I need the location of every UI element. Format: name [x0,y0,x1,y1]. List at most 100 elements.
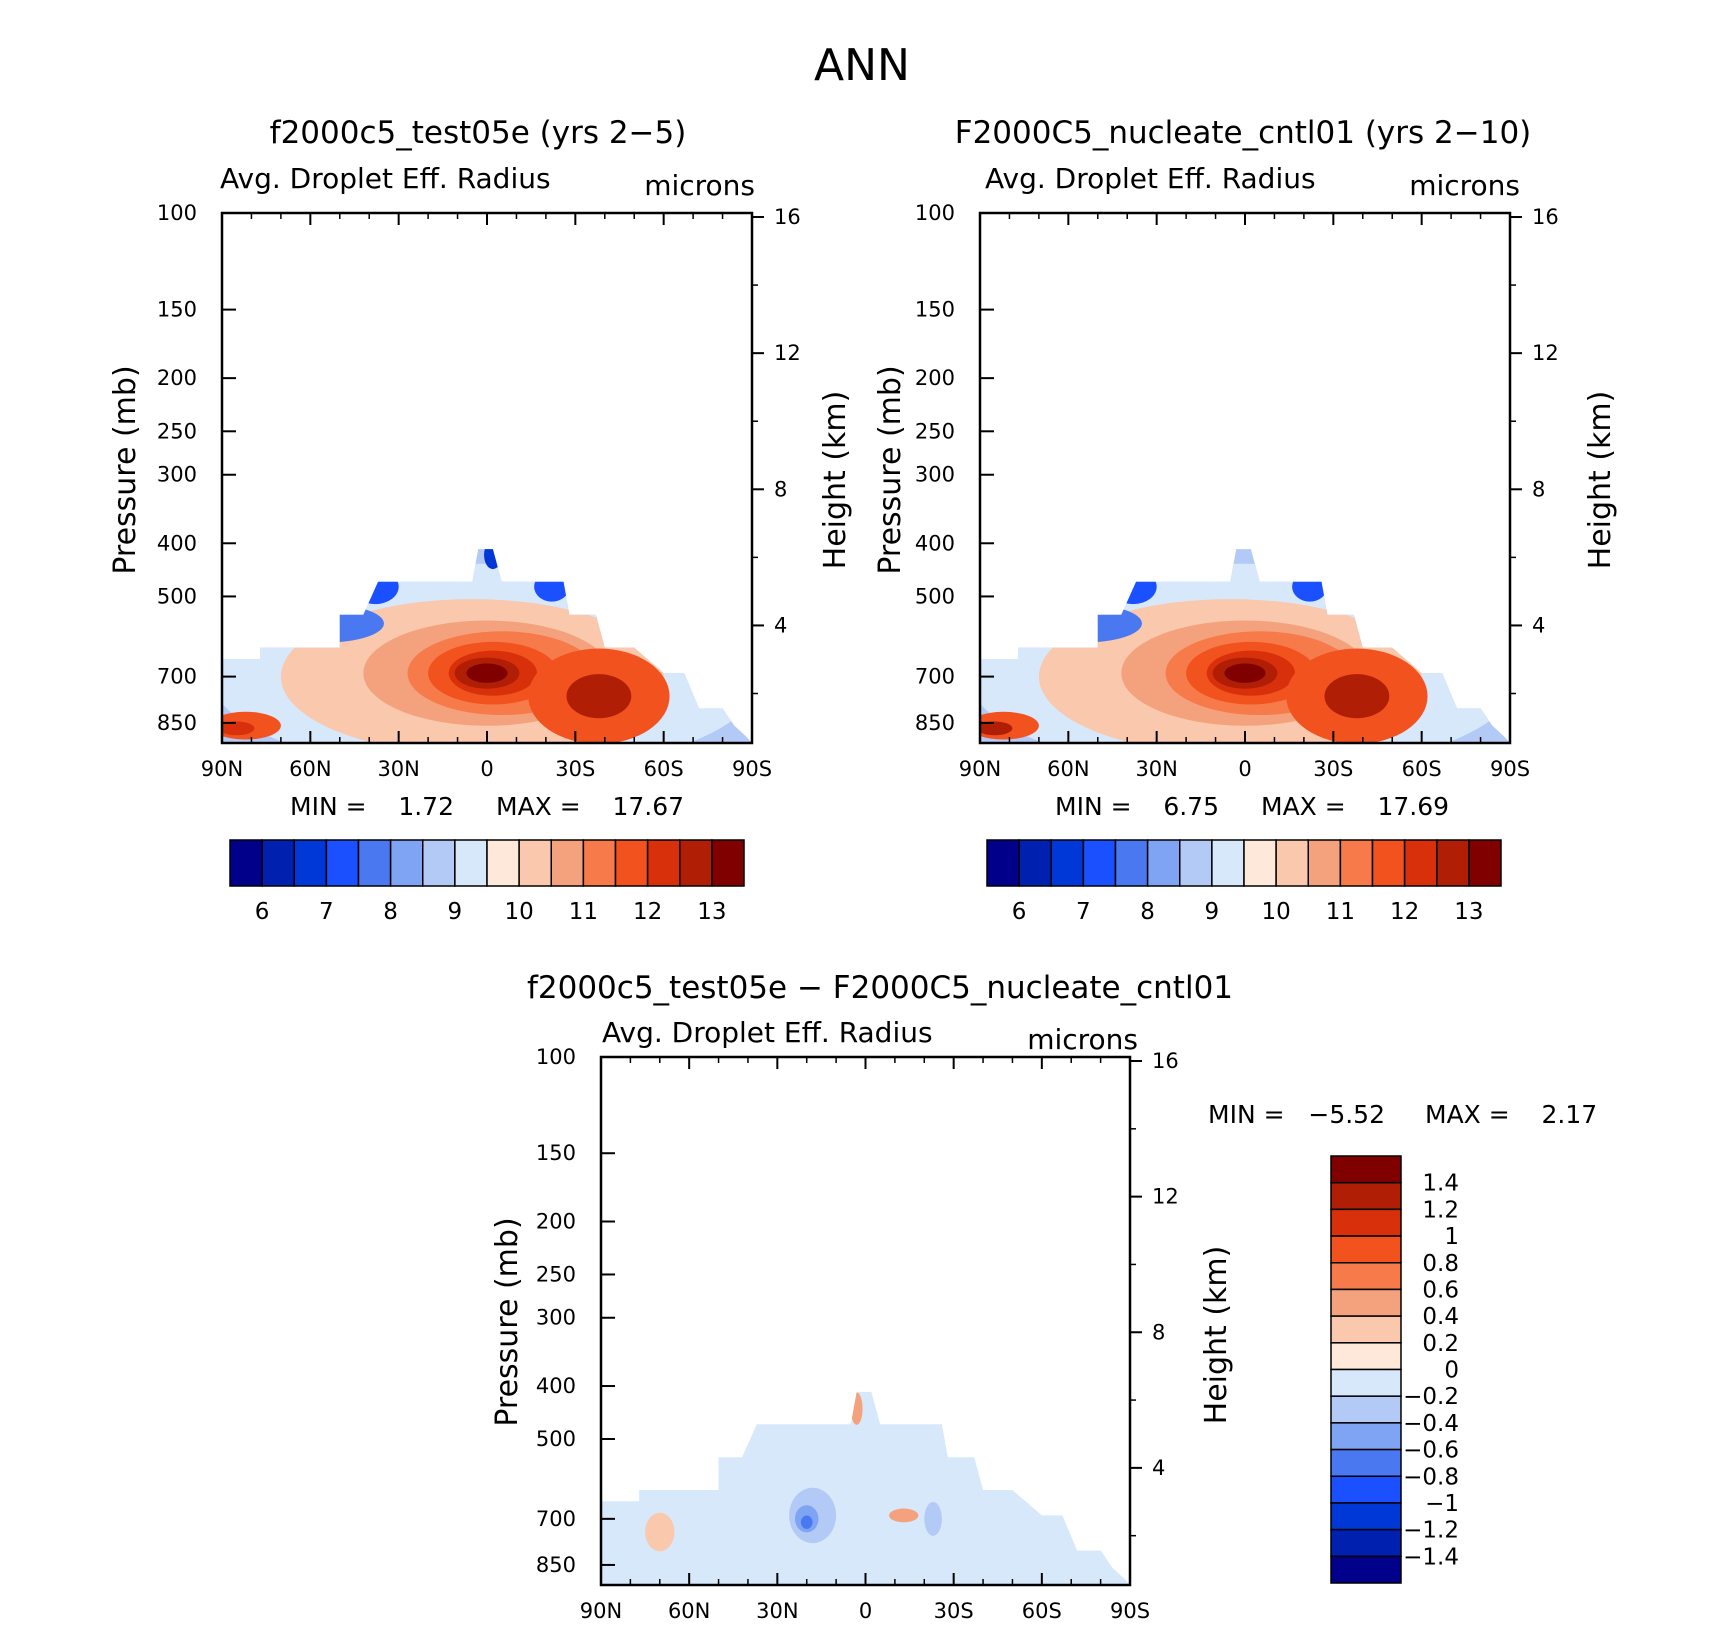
max-label: MAX = 17.67 [496,792,684,821]
y2-axis-label: Height (km) [1199,1246,1234,1425]
colorbar-box [1243,839,1277,887]
y-tick-label: 700 [536,1507,576,1531]
y2-tick-label: 4 [1532,613,1545,637]
y2-tick-label: 8 [1532,477,1545,501]
x-tick-label: 60N [289,757,331,781]
colorbar-label: 0.6 [1422,1277,1459,1303]
y-tick-label: 250 [536,1262,576,1286]
colorbar-box [1146,839,1181,887]
y-axis-label: Pressure (mb) [490,1217,525,1426]
y-tick-label: 850 [157,711,197,735]
colorbar-box [1330,1315,1402,1344]
colorbar-label: 1.4 [1422,1171,1459,1197]
y-tick-label: 700 [915,665,955,689]
colorbar-box [486,839,520,887]
colorbar-label: 8 [1140,899,1155,925]
contour-region [466,663,508,683]
colorbar-label: 12 [1390,899,1419,925]
contour-field [601,1391,1130,1585]
colorbar: 1.41.210.80.60.40.20−0.2−0.4−0.6−0.8−1−1… [1330,1155,1459,1584]
colorbar-box [1330,1555,1402,1584]
colorbar-box [1330,1422,1402,1451]
x-tick-label: 30N [377,757,419,781]
colorbar-label: 7 [1076,899,1091,925]
y-tick-label: 200 [536,1210,576,1234]
y-tick-label: 400 [915,531,955,555]
x-tick-label: 60S [1022,1599,1062,1623]
y-tick-label: 300 [157,463,197,487]
panel-difference: f2000c5_test05e − F2000C5_nucleate_cntl0… [490,970,1597,1623]
colorbar-label: 11 [569,899,598,925]
panel-title: f2000c5_test05e − F2000C5_nucleate_cntl0… [527,970,1233,1006]
x-tick-label: 90S [1110,1599,1150,1623]
x-tick-label: 90N [959,757,1001,781]
plot-area: 90N 60N 30N 0 30S 60S 90S 100 150 200 250 300 400 500… [915,201,1559,781]
contour-region [484,549,502,570]
colorbar-box [518,839,552,887]
colorbar-box [1330,1395,1402,1424]
contour-region [1024,604,1142,643]
colorbar-box [582,839,617,887]
x-tick-label: 30N [1135,757,1177,781]
y-tick-label: 100 [536,1045,576,1069]
y-tick-label: 250 [915,419,955,443]
colorbar-box [1330,1528,1402,1558]
y2-tick-label: 16 [1532,205,1559,229]
colorbar-label: −0.2 [1403,1384,1459,1410]
contour-field [980,549,1510,743]
colorbar-box [679,839,713,887]
y2-tick-label: 16 [774,205,801,229]
colorbar-label: −1.4 [1403,1544,1459,1570]
y-tick-label: 500 [915,584,955,608]
colorbar-box [1330,1155,1402,1184]
x-tick-label: 30S [934,1599,974,1623]
colorbar-box [325,839,360,887]
colorbar-box [293,839,328,887]
colorbar-box [1468,839,1502,887]
contour-region [1109,569,1157,605]
contour-field [222,549,752,743]
contour-region [889,1508,919,1523]
plot-area: 90N 60N 30N 0 30S 60S 90S 100 150 200 250 300 400 500… [157,201,801,781]
colorbar-label: 6 [1012,899,1027,925]
colorbar-box [454,839,488,887]
colorbar-label: −0.4 [1403,1411,1459,1437]
colorbar-box [1330,1208,1402,1237]
y2-tick-label: 4 [774,613,787,637]
panel-title: F2000C5_nucleate_cntl01 (yrs 2−10) [955,115,1532,151]
contour-region [980,721,1013,736]
x-tick-label: 60N [668,1599,710,1623]
x-tick-label: 0 [480,757,493,781]
colorbar: 6 7 8 9 10 11 12 13 [986,839,1502,925]
plot-area: 90N 60N 30N 0 30S 60S 90S 100 150 200 250 300 400 500… [536,1045,1179,1623]
y2-tick-label: 12 [1532,341,1559,365]
colorbar-box [1330,1475,1402,1504]
x-tick-label: 90S [1490,757,1530,781]
colorbar-box [1403,839,1438,887]
colorbar-box [1371,839,1406,887]
colorbar-box [1018,839,1052,887]
colorbar-box [1339,839,1374,887]
colorbar-box [1114,839,1149,887]
max-label: MAX = 2.17 [1425,1100,1597,1129]
colorbar-box [1330,1502,1402,1531]
colorbar-box [1436,839,1470,887]
y2-axis-label: Height (km) [818,391,853,570]
y2-axis-label: Height (km) [1583,391,1618,570]
y-axis-label: Pressure (mb) [873,365,908,574]
colorbar-label: 1 [1444,1224,1459,1250]
colorbar-label: −1.2 [1403,1518,1459,1544]
max-label: MAX = 17.69 [1261,792,1449,821]
colorbar-box [986,839,1020,887]
y2-tick-label: 8 [1152,1320,1165,1344]
panel-title: f2000c5_test05e (yrs 2−5) [270,115,687,151]
y-tick-label: 150 [915,298,955,322]
y-tick-label: 500 [536,1427,576,1451]
y-tick-label: 150 [536,1141,576,1165]
contour-region [924,1501,942,1536]
colorbar-label: −1 [1425,1491,1459,1517]
y-tick-label: 300 [915,463,955,487]
colorbar-box [1082,839,1117,887]
y2-tick-label: 12 [1152,1185,1179,1209]
